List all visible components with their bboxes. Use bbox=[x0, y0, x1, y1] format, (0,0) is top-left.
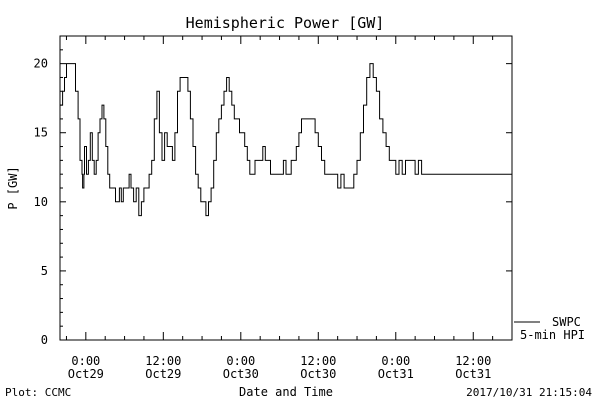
y-tick-label: 5 bbox=[41, 264, 48, 278]
footer-credit: Plot: CCMC bbox=[5, 386, 71, 399]
y-axis-label: P [GW] bbox=[6, 166, 20, 209]
x-axis-label: Date and Time bbox=[239, 385, 333, 399]
y-tick-label: 15 bbox=[34, 126, 48, 140]
x-tick-time: 0:00 bbox=[381, 354, 410, 368]
x-tick-date: Oct31 bbox=[378, 367, 414, 381]
y-tick-label: 10 bbox=[34, 195, 48, 209]
y-tick-label: 20 bbox=[34, 57, 48, 71]
x-tick-time: 12:00 bbox=[300, 354, 336, 368]
x-tick-date: Oct31 bbox=[455, 367, 491, 381]
x-tick-time: 0:00 bbox=[71, 354, 100, 368]
legend-label-swpc: SWPC bbox=[552, 315, 581, 329]
footer-timestamp: 2017/10/31 21:15:04 bbox=[466, 386, 592, 399]
chart-title: Hemispheric Power [GW] bbox=[186, 14, 385, 32]
x-tick-time: 12:00 bbox=[455, 354, 491, 368]
x-tick-date: Oct29 bbox=[68, 367, 104, 381]
legend: SWPC 5-min HPI bbox=[514, 315, 585, 342]
series-layer bbox=[60, 63, 512, 217]
x-axis-ticks: 0:00Oct2912:00Oct290:00Oct3012:00Oct300:… bbox=[65, 36, 513, 381]
x-tick-date: Oct29 bbox=[145, 367, 181, 381]
y-axis-ticks: 0 5 10 15 20 bbox=[34, 49, 512, 347]
y-tick-label: 0 bbox=[41, 333, 48, 347]
x-tick-time: 12:00 bbox=[145, 354, 181, 368]
x-tick-time: 0:00 bbox=[226, 354, 255, 368]
x-tick-date: Oct30 bbox=[300, 367, 336, 381]
x-tick-date: Oct30 bbox=[223, 367, 259, 381]
legend-label-hpi: 5-min HPI bbox=[520, 328, 585, 342]
series-line-swpc bbox=[60, 63, 512, 217]
